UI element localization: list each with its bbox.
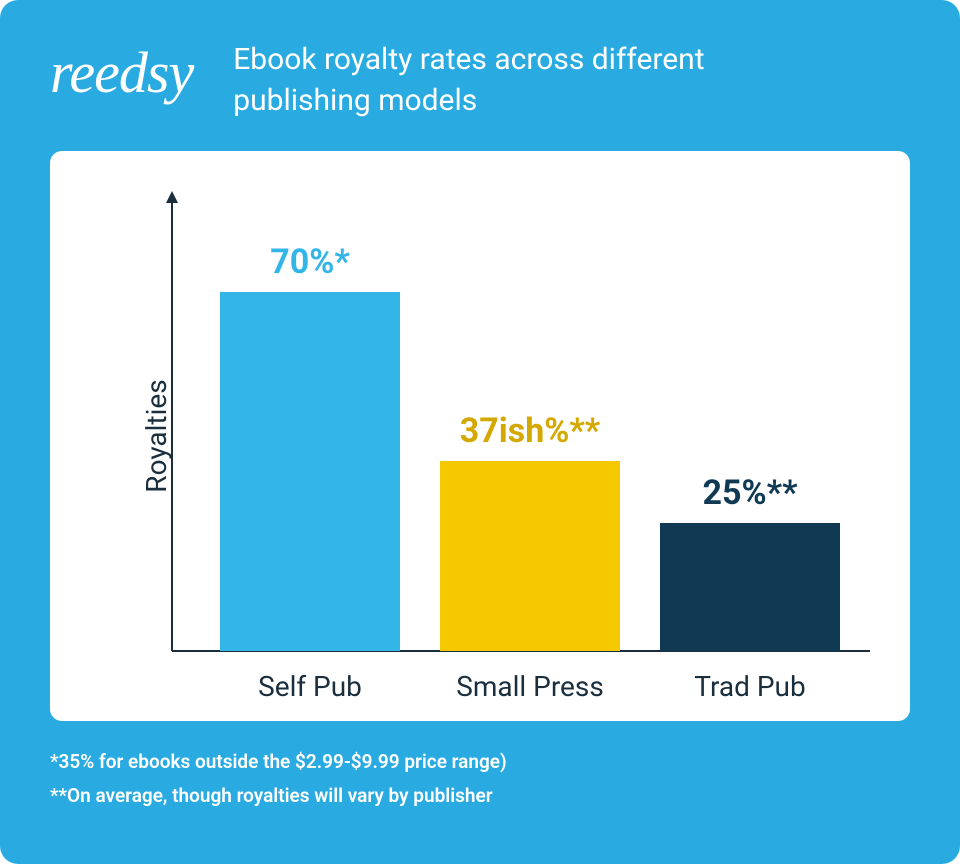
y-axis-label: Royalties: [140, 379, 173, 492]
bar-rect: [220, 292, 400, 651]
header-row: reedsy Ebook royalty rates across differ…: [50, 40, 910, 121]
bar-value-label: 25%**: [702, 473, 797, 513]
x-axis-label: Self Pub: [220, 670, 400, 703]
brand-logo: reedsy: [50, 40, 193, 102]
footnotes: *35% for ebooks outside the $2.99-$9.99 …: [50, 745, 910, 813]
chart-title: Ebook royalty rates across different pub…: [233, 40, 713, 121]
chart-plot-area: 70%* 37ish%** 25%**: [170, 181, 870, 651]
bars-container: 70%* 37ish%** 25%**: [170, 181, 870, 651]
infographic-card: reedsy Ebook royalty rates across differ…: [0, 0, 960, 864]
x-axis-label: Trad Pub: [660, 670, 840, 703]
footnote-line: *35% for ebooks outside the $2.99-$9.99 …: [50, 745, 910, 779]
bar-value-label: 37ish%**: [460, 411, 601, 451]
bar-rect: [660, 523, 840, 651]
bar-group-self-pub: 70%*: [220, 242, 400, 651]
x-axis-labels: Self Pub Small Press Trad Pub: [170, 670, 870, 703]
chart-panel: Royalties 70%* 37ish%** 25%**: [50, 151, 910, 721]
footnote-line: **On average, though royalties will vary…: [50, 779, 910, 813]
bar-group-small-press: 37ish%**: [440, 411, 620, 651]
bar-group-trad-pub: 25%**: [660, 473, 840, 651]
bar-rect: [440, 461, 620, 651]
x-axis-label: Small Press: [440, 670, 620, 703]
bar-value-label: 70%*: [270, 242, 350, 282]
